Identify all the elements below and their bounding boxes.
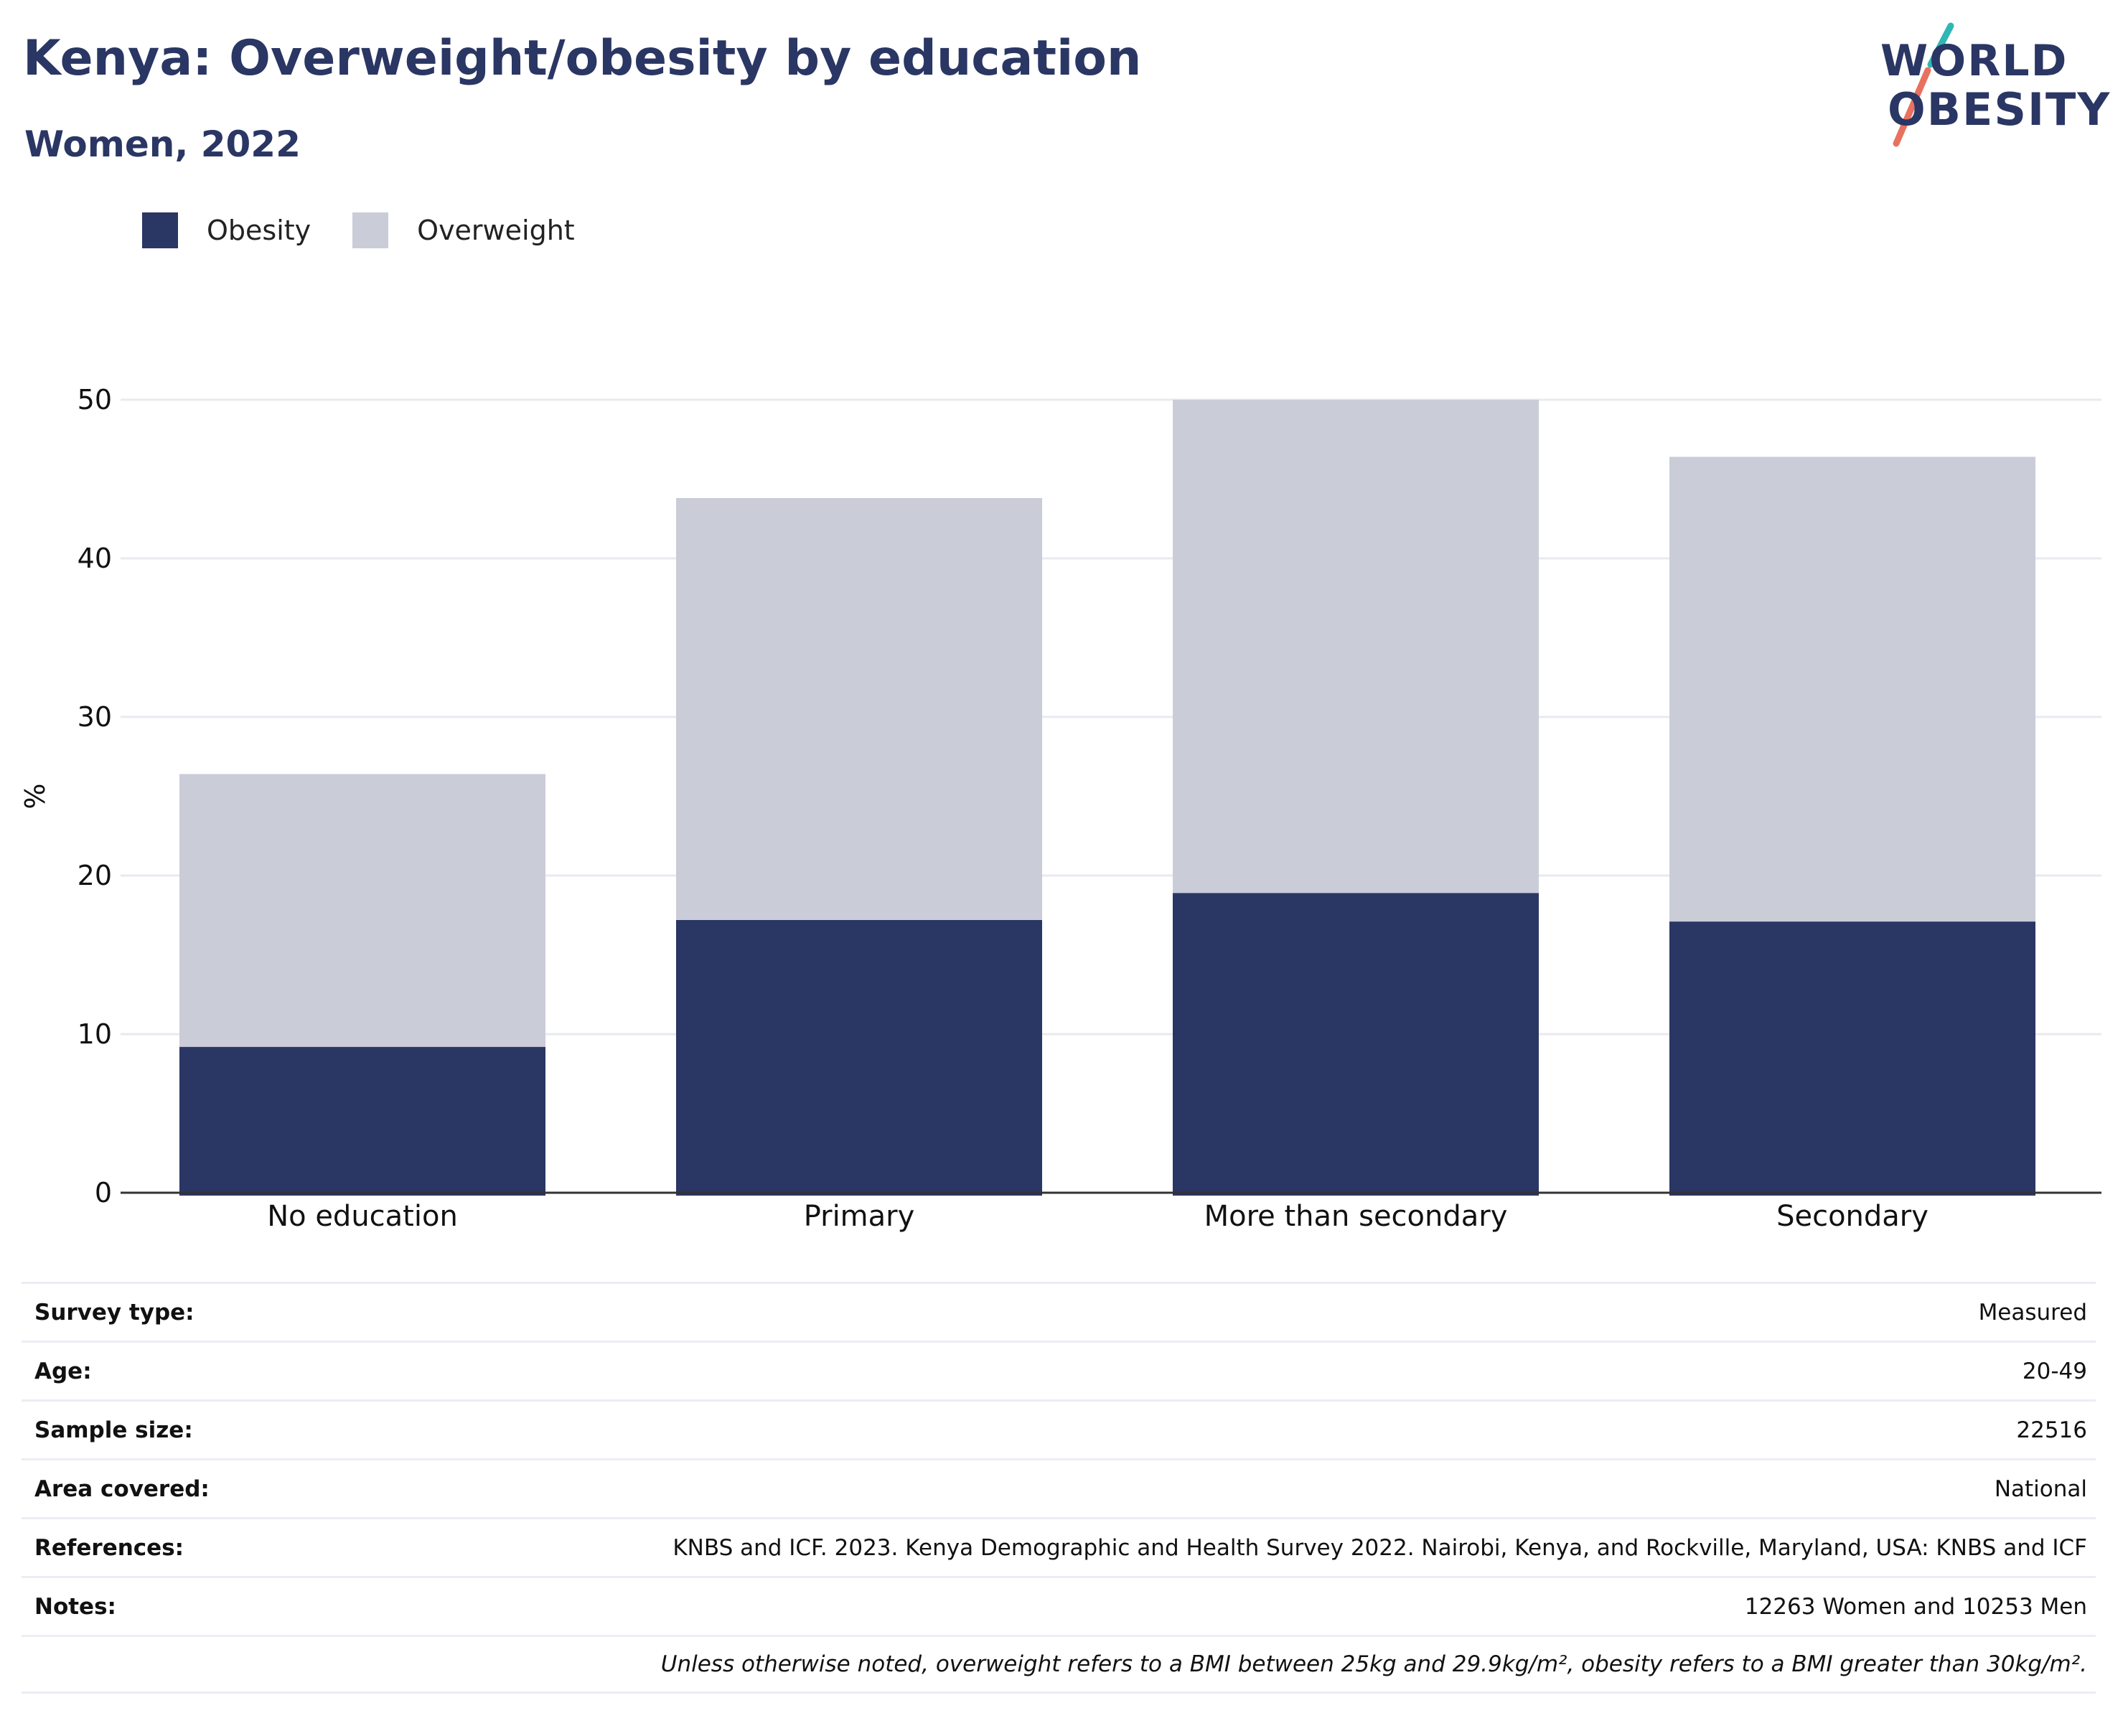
legend-item-overweight[interactable]: Overweight xyxy=(352,212,575,248)
bar-overweight-more-than-secondary xyxy=(1173,400,1539,893)
logo-slash-coral xyxy=(1893,67,1931,147)
y-tick-label: 30 xyxy=(78,701,112,733)
bar-obesity-primary xyxy=(676,919,1042,1196)
chart-title: Kenya: Overweight/obesity by education xyxy=(23,30,1142,87)
world-obesity-logo: WORLD OBESITY xyxy=(1866,20,2110,149)
info-key: Survey type: xyxy=(34,1299,195,1326)
legend-item-obesity[interactable]: Obesity xyxy=(142,212,311,248)
info-value: 20-49 xyxy=(2022,1358,2087,1384)
info-row-footnote: Unless otherwise noted, overweight refer… xyxy=(22,1635,2096,1694)
survey-info-table: Survey type: Measured Age: 20-49 Sample … xyxy=(22,1282,2096,1694)
info-value: 12263 Women and 10253 Men xyxy=(1744,1593,2087,1620)
info-value: National xyxy=(1994,1475,2087,1502)
logo-slash-icon xyxy=(1893,22,1954,147)
info-key: Age: xyxy=(34,1358,92,1384)
y-tick-label: 50 xyxy=(78,384,112,416)
logo-slash-teal xyxy=(1927,22,1954,68)
info-value: 22516 xyxy=(2016,1417,2087,1443)
legend-label-overweight: Overweight xyxy=(417,215,575,246)
info-key: Area covered: xyxy=(34,1475,210,1502)
y-tick-label: 20 xyxy=(78,860,112,891)
bar-obesity-more-than-secondary xyxy=(1173,893,1539,1196)
y-tick-label: 0 xyxy=(95,1177,112,1209)
info-key: Notes: xyxy=(34,1593,116,1620)
definition-footnote: Unless otherwise noted, overweight refer… xyxy=(660,1651,2087,1677)
bar-chart: 0 10 20 30 40 50% No education Primary More than… xyxy=(19,384,2101,1233)
x-tick-label: Primary xyxy=(804,1200,915,1233)
y-axis-label: % xyxy=(19,783,51,809)
bar-overweight-no-education xyxy=(179,774,545,1047)
x-tick-label: No education xyxy=(267,1200,458,1233)
x-tick-label: More than secondary xyxy=(1204,1200,1508,1233)
legend: Obesity Overweight xyxy=(142,212,617,248)
legend-swatch-overweight xyxy=(352,212,389,248)
y-tick-label: 10 xyxy=(78,1018,112,1050)
info-row-notes: Notes: 12263 Women and 10253 Men xyxy=(22,1576,2096,1635)
info-row-references: References: KNBS and ICF. 2023. Kenya De… xyxy=(22,1517,2096,1576)
bar-obesity-secondary xyxy=(1669,921,2035,1196)
logo-line1: WORLD xyxy=(1880,36,2068,86)
info-row-age: Age: 20-49 xyxy=(22,1341,2096,1399)
info-row-area-covered: Area covered: National xyxy=(22,1458,2096,1517)
info-key: Sample size: xyxy=(34,1417,193,1443)
bar-obesity-no-education xyxy=(179,1046,545,1196)
legend-label-obesity: Obesity xyxy=(207,215,311,246)
chart-subtitle: Women, 2022 xyxy=(24,123,301,165)
info-value: KNBS and ICF. 2023. Kenya Demographic an… xyxy=(672,1534,2087,1561)
y-tick-label: 40 xyxy=(78,543,112,574)
legend-swatch-obesity xyxy=(142,212,178,248)
info-row-survey-type: Survey type: Measured xyxy=(22,1282,2096,1341)
info-key: References: xyxy=(34,1534,184,1561)
logo-line2: OBESITY xyxy=(1888,83,2112,136)
x-tick-label: Secondary xyxy=(1776,1200,1928,1233)
bar-overweight-secondary xyxy=(1669,456,2035,922)
info-row-sample-size: Sample size: 22516 xyxy=(22,1399,2096,1458)
bar-overweight-primary xyxy=(676,498,1042,920)
info-value: Measured xyxy=(1978,1299,2087,1326)
